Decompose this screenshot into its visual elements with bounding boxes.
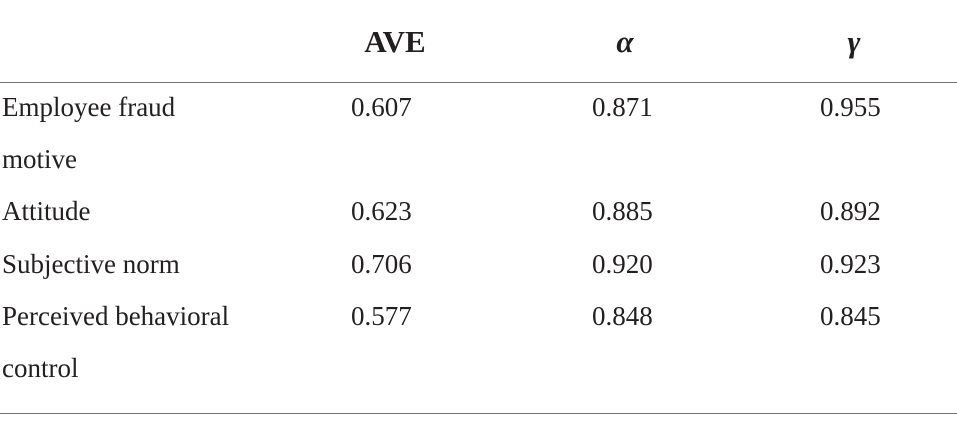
top-rule [0,82,957,83]
cell-alpha: 0.920 [592,249,653,279]
header-gamma: γ [847,24,861,59]
cell-alpha: 0.848 [592,301,653,331]
cell-ave: 0.577 [351,301,412,331]
cell-gamma: 0.923 [820,249,881,279]
cell-alpha: 0.885 [592,196,653,226]
cell-alpha: 0.871 [592,92,653,122]
cell-gamma: 0.955 [820,92,881,122]
cell-ave: 0.607 [351,92,412,122]
cell-gamma: 0.892 [820,196,881,226]
cell-gamma: 0.845 [820,301,881,331]
row-label: Perceived behavioral [2,301,230,331]
cell-ave: 0.706 [351,249,412,279]
row-label: Employee fraud [2,92,176,122]
row-label: Subjective norm [2,249,180,279]
row-label-continued: motive [2,144,77,174]
row-label-continued: control [2,353,79,383]
bottom-rule [0,413,957,414]
header-ave: AVE [364,24,426,59]
header-alpha: α [616,24,634,59]
row-label: Attitude [2,196,91,226]
cell-ave: 0.623 [351,196,412,226]
